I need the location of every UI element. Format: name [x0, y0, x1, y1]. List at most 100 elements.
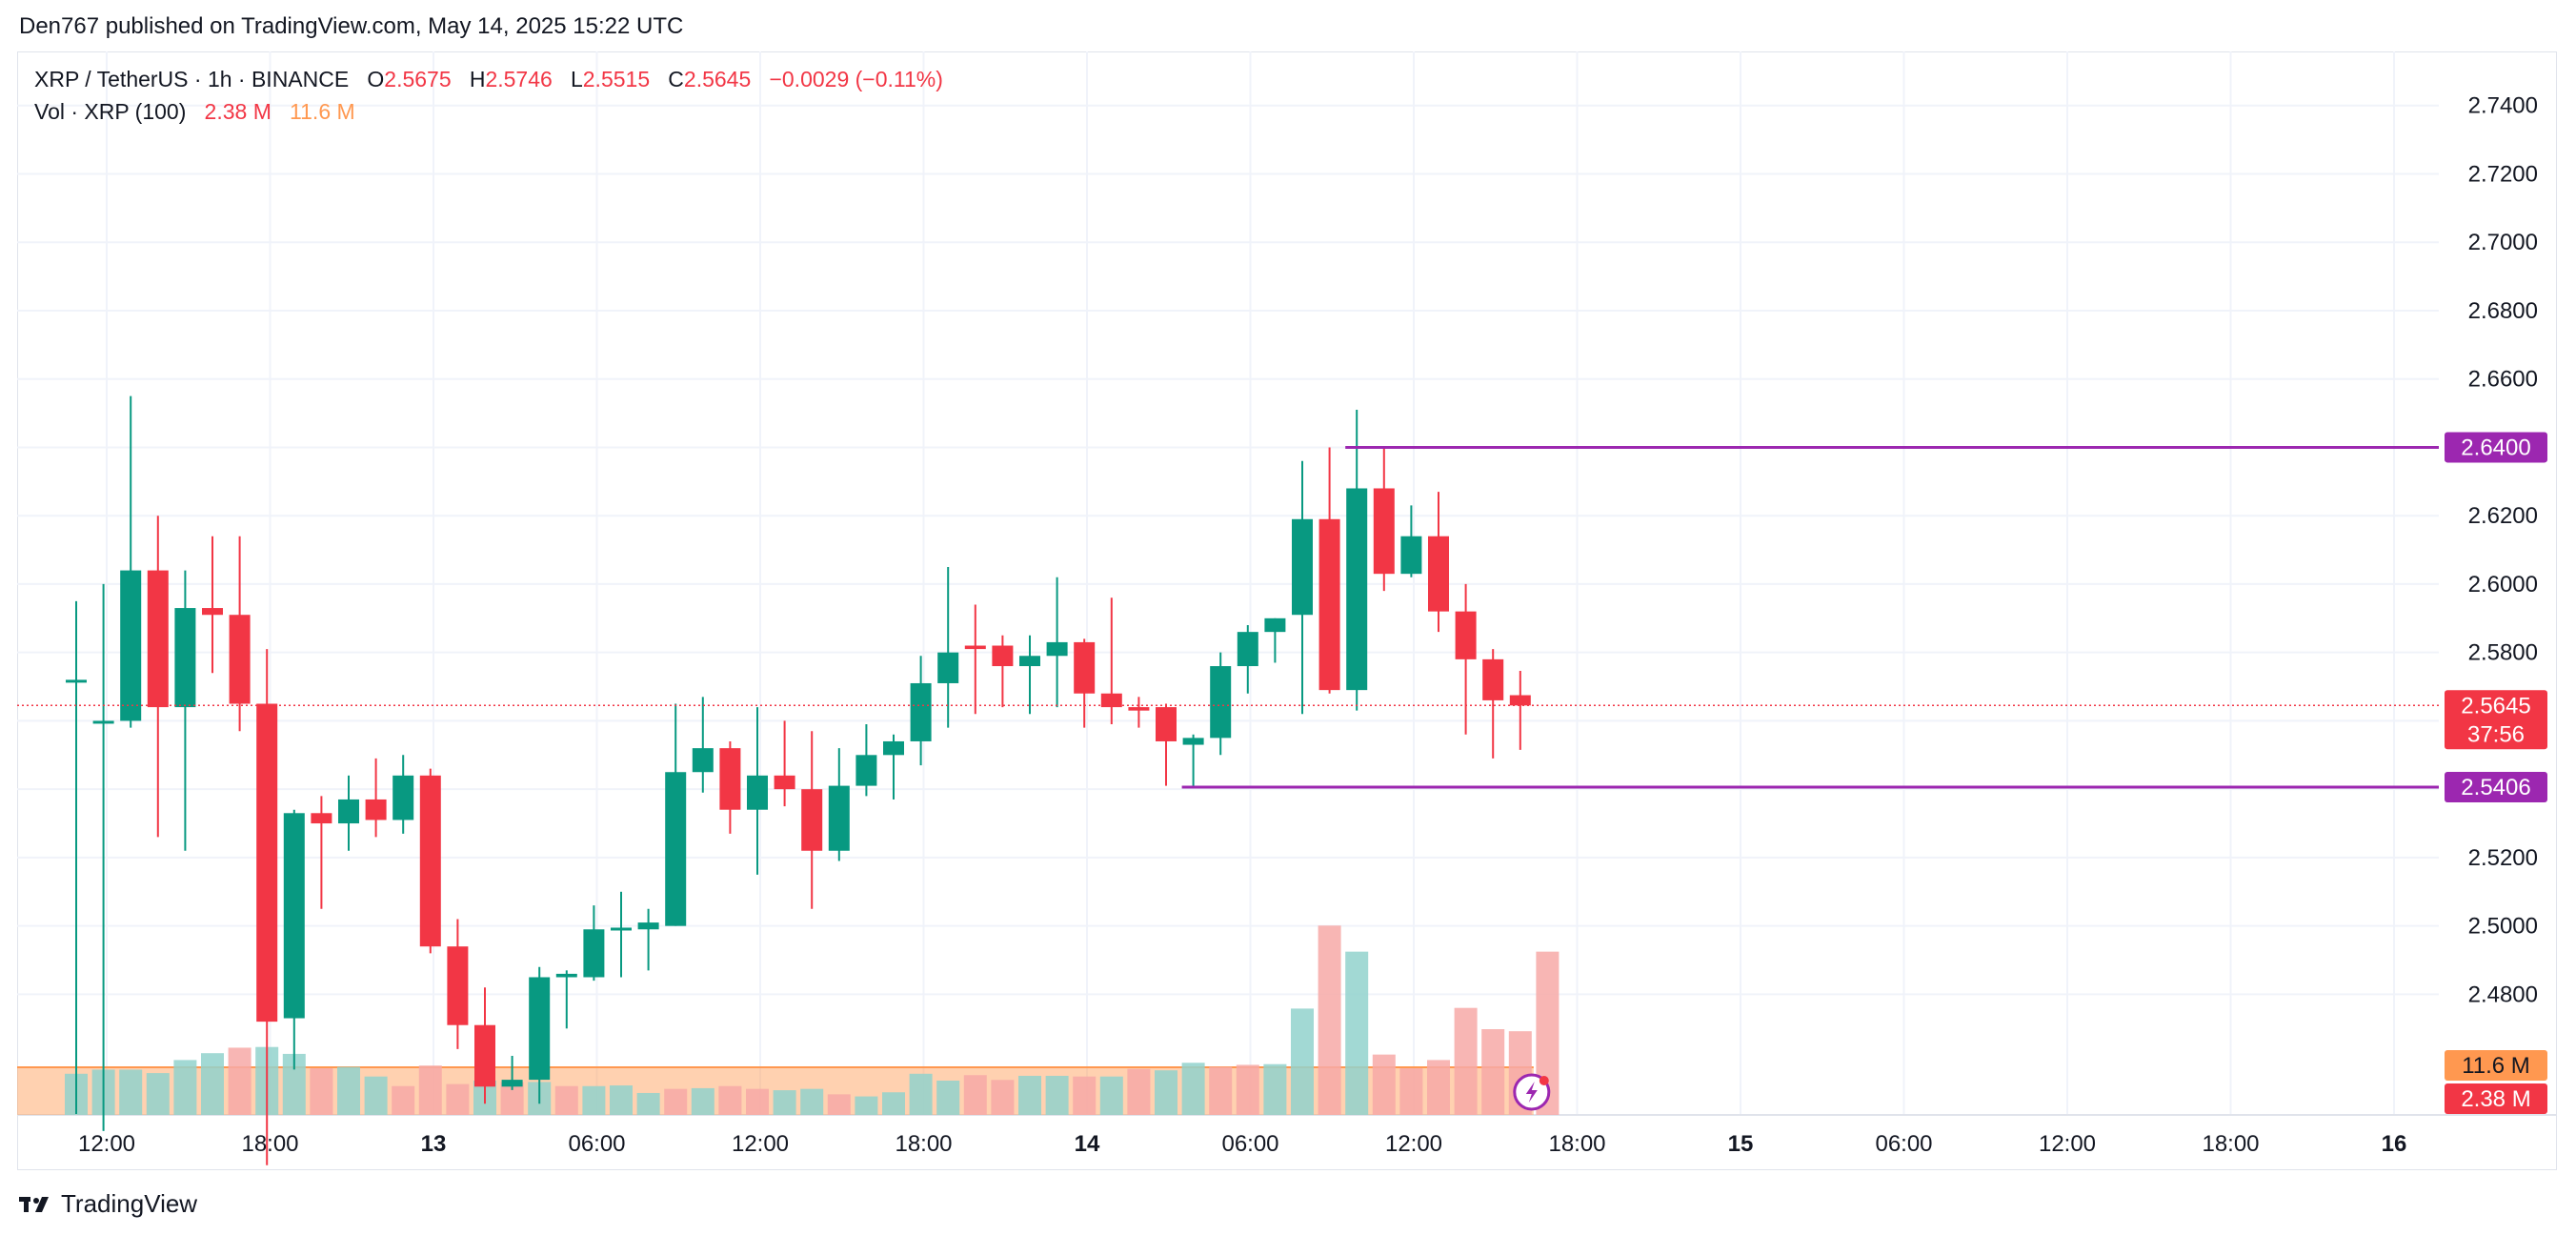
candle-body[interactable] — [855, 755, 877, 786]
candle-body[interactable] — [66, 679, 87, 683]
volume-bar[interactable] — [1427, 1060, 1450, 1115]
volume-bar[interactable] — [746, 1088, 769, 1115]
candle-body[interactable] — [120, 570, 142, 721]
volume-bar[interactable] — [800, 1088, 824, 1115]
candle-body[interactable] — [338, 799, 359, 824]
candle-body[interactable] — [92, 720, 114, 724]
candle-body[interactable] — [937, 652, 959, 683]
candle-body[interactable] — [1237, 632, 1258, 667]
candle-body[interactable] — [555, 973, 577, 978]
candle-body[interactable] — [692, 748, 714, 773]
volume-bar[interactable] — [1318, 925, 1341, 1115]
volume-bar[interactable] — [610, 1085, 633, 1115]
candle-body[interactable] — [801, 789, 823, 851]
volume-bar[interactable] — [364, 1076, 388, 1115]
volume-bar[interactable] — [1454, 1007, 1478, 1115]
candle-body[interactable] — [1074, 641, 1096, 694]
candle-body[interactable] — [529, 977, 551, 1081]
candle-body[interactable] — [583, 929, 605, 978]
volume-bar[interactable] — [446, 1083, 470, 1115]
volume-bar[interactable] — [936, 1081, 960, 1115]
volume-bar[interactable] — [1073, 1076, 1097, 1115]
candle-body[interactable] — [1264, 618, 1286, 633]
volume-bar[interactable] — [1481, 1029, 1505, 1115]
volume-bar[interactable] — [1127, 1068, 1151, 1115]
volume-bar[interactable] — [691, 1087, 714, 1115]
candle-body[interactable] — [1210, 666, 1232, 739]
candle-body[interactable] — [283, 813, 305, 1019]
candle-body[interactable] — [1292, 518, 1313, 616]
candle-body[interactable] — [665, 772, 687, 926]
candle-body[interactable] — [447, 946, 469, 1025]
candle-body[interactable] — [1156, 707, 1177, 741]
candle-body[interactable] — [1482, 658, 1504, 700]
candle-body[interactable] — [365, 799, 387, 820]
candle-body[interactable] — [1128, 707, 1150, 711]
candle-body[interactable] — [392, 775, 414, 820]
volume-bar[interactable] — [1372, 1054, 1396, 1115]
candle-body[interactable] — [992, 645, 1014, 667]
volume-bar[interactable] — [882, 1092, 905, 1115]
candle-body[interactable] — [1100, 693, 1122, 708]
symbol-label[interactable]: XRP / TetherUS · 1h · BINANCE — [34, 67, 350, 91]
volume-bar[interactable] — [228, 1047, 252, 1115]
candle-body[interactable] — [637, 922, 659, 930]
candle-body[interactable] — [174, 608, 196, 708]
candle-body[interactable] — [256, 703, 278, 1022]
candle-body[interactable] — [1019, 656, 1040, 667]
volume-bar[interactable] — [664, 1088, 688, 1115]
candle-body[interactable] — [419, 775, 441, 947]
volume-bar[interactable] — [1155, 1070, 1177, 1115]
candle-body[interactable] — [311, 813, 332, 824]
candle-body[interactable] — [1455, 611, 1477, 659]
volume-bar[interactable] — [1291, 1008, 1314, 1115]
volume-bar[interactable] — [582, 1085, 606, 1115]
candle-body[interactable] — [1509, 695, 1531, 706]
candle-body[interactable] — [1400, 536, 1422, 575]
volume-bar[interactable] — [337, 1066, 360, 1115]
volume-bar[interactable] — [773, 1090, 796, 1115]
volume-bar[interactable] — [1045, 1075, 1069, 1115]
volume-bar[interactable] — [909, 1073, 933, 1115]
candle-body[interactable] — [910, 682, 932, 741]
candle-body[interactable] — [474, 1024, 495, 1087]
candle-body[interactable] — [774, 775, 795, 790]
candle-body[interactable] — [147, 570, 169, 708]
volume-bar[interactable] — [1263, 1063, 1287, 1115]
tradingview-footer[interactable]: TradingView — [19, 1189, 197, 1219]
volume-bar[interactable] — [173, 1060, 197, 1115]
candle-body[interactable] — [1182, 738, 1204, 745]
candle-body[interactable] — [229, 615, 251, 704]
candle-body[interactable] — [1373, 488, 1395, 575]
volume-bar[interactable] — [1209, 1066, 1233, 1115]
volume-bar[interactable] — [119, 1069, 143, 1115]
candle-body[interactable] — [828, 785, 850, 851]
candle-body[interactable] — [964, 645, 986, 650]
volume-bar[interactable] — [1399, 1068, 1423, 1115]
candle-body[interactable] — [719, 748, 741, 810]
candle-body[interactable] — [747, 775, 768, 810]
volume-bar[interactable] — [392, 1085, 415, 1115]
volume-bar[interactable] — [963, 1075, 987, 1115]
candle-body[interactable] — [1346, 488, 1368, 691]
candle-body[interactable] — [501, 1080, 523, 1087]
volume-bar[interactable] — [1099, 1076, 1123, 1115]
volume-bar[interactable] — [1181, 1063, 1205, 1115]
volume-bar[interactable] — [718, 1085, 742, 1115]
volume-bar[interactable] — [855, 1096, 878, 1115]
volume-bar[interactable] — [146, 1073, 170, 1115]
volume-bar[interactable] — [1345, 951, 1369, 1115]
volume-bar[interactable] — [418, 1065, 442, 1115]
candle-body[interactable] — [883, 740, 904, 756]
candle-body[interactable] — [1428, 536, 1449, 612]
candle-body[interactable] — [202, 608, 223, 616]
volume-bar[interactable] — [201, 1053, 224, 1115]
candle-body[interactable] — [611, 927, 632, 931]
volume-bar[interactable] — [554, 1085, 578, 1115]
volume-label[interactable]: Vol · XRP (100) — [34, 99, 187, 124]
candle-body[interactable] — [1318, 518, 1340, 691]
candle-body[interactable] — [1046, 641, 1068, 657]
volume-bar[interactable] — [636, 1092, 660, 1115]
volume-bar[interactable] — [310, 1068, 333, 1115]
